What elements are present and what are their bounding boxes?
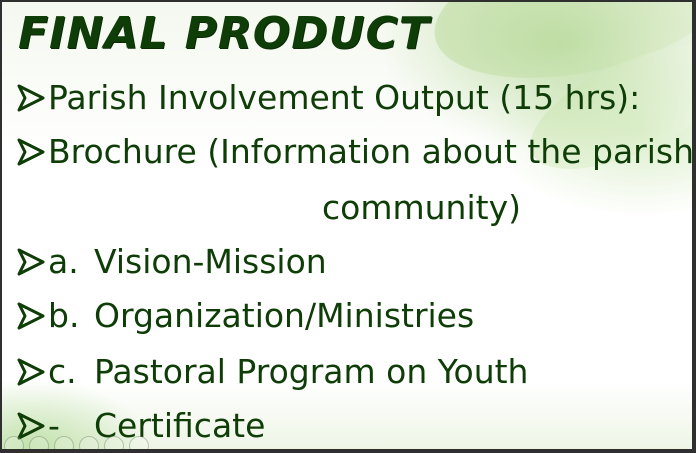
bullet-item: c. Pastoral Program on Youth <box>16 352 528 391</box>
arrow-bullet-icon <box>17 248 45 275</box>
bullet-text: community) <box>322 188 521 227</box>
slide-title: FINAL PRODUCT <box>18 8 430 59</box>
bullet-text: Pastoral Program on Youth <box>94 352 529 391</box>
bullet-item: b. Organization/Ministries <box>16 296 474 335</box>
bullet-marker: a. <box>48 242 79 281</box>
bullet-text: Organization/Ministries <box>94 296 475 335</box>
slideshow-toolbar <box>4 436 149 449</box>
arrow-bullet-icon <box>17 84 45 111</box>
bullet-marker: c. <box>48 352 77 391</box>
bullet-item: - Certificate <box>16 406 265 445</box>
bullet-marker: b. <box>48 296 80 335</box>
bullet-item: Parish Involvement Output (15 hrs): <box>16 78 640 117</box>
slides-icon[interactable] <box>79 436 99 449</box>
bullet-continuation: community) <box>322 188 521 227</box>
arrow-bullet-icon <box>17 358 45 385</box>
bullet-item: a. Vision-Mission <box>16 242 327 281</box>
bullet-marker: - <box>48 406 60 445</box>
previous-icon[interactable] <box>4 436 24 449</box>
arrow-bullet-icon <box>17 302 45 329</box>
bullet-text: Parish Involvement Output (15 hrs): <box>48 78 641 117</box>
pointer-icon[interactable] <box>29 436 49 449</box>
bullet-text: Brochure (Information about the parish <box>48 132 692 171</box>
zoom-icon[interactable] <box>104 436 124 449</box>
slide: FINAL PRODUCT Parish Involvement Output … <box>2 2 692 449</box>
arrow-bullet-icon <box>17 138 45 165</box>
more-icon[interactable] <box>129 436 149 449</box>
bullet-text: Vision-Mission <box>94 242 327 281</box>
bullet-text: Certificate <box>94 406 266 445</box>
pen-icon[interactable] <box>54 436 74 449</box>
bullet-item: Brochure (Information about the parish <box>16 132 692 171</box>
